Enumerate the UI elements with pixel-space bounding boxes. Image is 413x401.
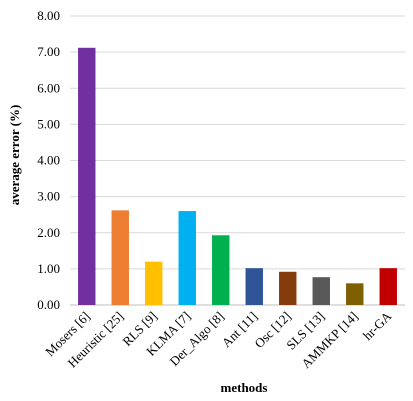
x-tick-label: hr-GA [360, 308, 395, 343]
y-tick-label: 5.00 [37, 116, 60, 131]
bar [212, 235, 230, 305]
bar [178, 211, 196, 305]
y-tick-label: 2.00 [37, 225, 60, 240]
bar [245, 268, 263, 305]
y-axis-title: average error (%) [7, 105, 22, 206]
y-tick-label: 0.00 [37, 297, 60, 312]
y-axis-ticks: 0.00 1.00 2.00 3.00 4.00 5.00 6.00 7.00 8.00 [37, 8, 60, 312]
y-tick-label: 3.00 [37, 189, 60, 204]
bar [111, 210, 129, 305]
x-axis-ticks: Mosers [6]Heuristic [25]RLS [9]KLMA [7]D… [42, 308, 395, 371]
bar [312, 277, 330, 305]
y-tick-label: 8.00 [37, 8, 60, 23]
bar [279, 271, 297, 305]
bar [346, 283, 364, 305]
y-tick-label: 1.00 [37, 261, 60, 276]
bar [78, 47, 96, 305]
y-tick-label: 7.00 [37, 44, 60, 59]
y-tick-label: 4.00 [37, 153, 60, 168]
bars [78, 47, 397, 305]
x-axis-title: methods [221, 380, 268, 395]
y-tick-label: 6.00 [37, 80, 60, 95]
bar [145, 261, 163, 305]
bar [379, 268, 397, 305]
